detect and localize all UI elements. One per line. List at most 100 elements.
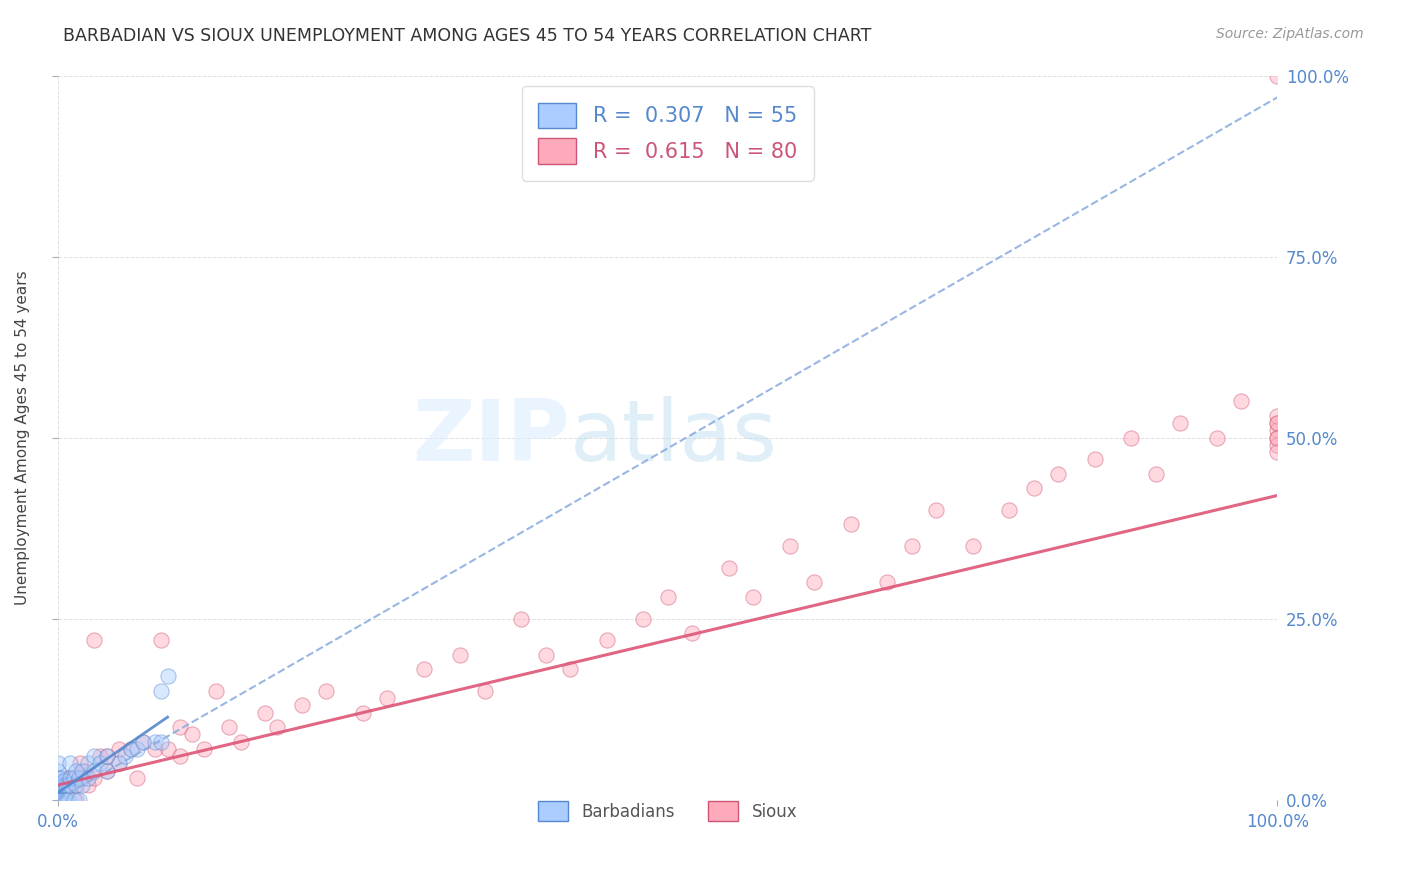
Point <box>181 727 204 741</box>
Point <box>46 756 69 771</box>
Point <box>681 626 703 640</box>
Point <box>779 539 801 553</box>
Point <box>46 792 69 806</box>
Point <box>900 539 922 553</box>
Point <box>65 764 87 778</box>
Point <box>77 771 100 785</box>
Point <box>1267 416 1289 430</box>
Point <box>998 503 1021 517</box>
Point <box>46 792 69 806</box>
Point <box>62 771 84 785</box>
Point <box>1267 430 1289 444</box>
Point <box>73 764 96 778</box>
Point <box>59 771 82 785</box>
Y-axis label: Unemployment Among Ages 45 to 54 years: Unemployment Among Ages 45 to 54 years <box>15 270 30 605</box>
Point <box>315 684 337 698</box>
Point <box>412 662 434 676</box>
Point <box>125 771 148 785</box>
Point <box>1267 445 1289 459</box>
Point <box>46 771 69 785</box>
Point <box>96 764 118 778</box>
Point <box>46 778 69 792</box>
Point <box>65 792 87 806</box>
Point <box>125 742 148 756</box>
Point <box>46 792 69 806</box>
Point <box>51 778 73 792</box>
Point <box>1205 430 1227 444</box>
Point <box>156 669 179 683</box>
Point <box>1267 416 1289 430</box>
Text: Source: ZipAtlas.com: Source: ZipAtlas.com <box>1216 27 1364 41</box>
Point <box>1022 481 1045 495</box>
Point <box>229 734 252 748</box>
Point <box>254 706 277 720</box>
Point <box>717 561 740 575</box>
Point <box>51 771 73 785</box>
Point <box>534 648 557 662</box>
Point <box>56 771 79 785</box>
Point <box>156 742 179 756</box>
Point <box>510 611 533 625</box>
Point <box>107 756 129 771</box>
Point <box>46 792 69 806</box>
Text: ZIP: ZIP <box>412 396 569 479</box>
Point <box>291 698 314 713</box>
Point <box>205 684 228 698</box>
Point <box>89 749 111 764</box>
Point <box>352 706 374 720</box>
Point <box>803 575 825 590</box>
Point <box>46 774 69 789</box>
Point <box>51 792 73 806</box>
Point <box>46 792 69 806</box>
Point <box>1046 467 1069 481</box>
Point <box>69 756 91 771</box>
Text: atlas: atlas <box>569 396 778 479</box>
Point <box>52 792 75 806</box>
Point <box>46 792 69 806</box>
Point <box>67 771 90 785</box>
Point <box>65 778 87 792</box>
Point <box>132 734 155 748</box>
Point <box>65 778 87 792</box>
Point <box>150 734 173 748</box>
Point <box>46 792 69 806</box>
Point <box>107 756 129 771</box>
Point <box>46 764 69 778</box>
Point <box>56 792 79 806</box>
Point <box>55 778 77 792</box>
Point <box>1119 430 1142 444</box>
Point <box>266 720 288 734</box>
Point <box>1144 467 1167 481</box>
Point <box>59 756 82 771</box>
Point <box>67 792 90 806</box>
Point <box>1267 423 1289 437</box>
Point <box>52 778 75 792</box>
Point <box>83 771 105 785</box>
Point <box>46 771 69 785</box>
Point <box>59 778 82 792</box>
Point <box>375 691 398 706</box>
Point <box>925 503 948 517</box>
Point <box>46 771 69 785</box>
Point <box>169 720 191 734</box>
Point <box>1267 69 1289 83</box>
Point <box>70 771 93 785</box>
Point <box>114 749 136 764</box>
Point <box>46 792 69 806</box>
Point <box>150 684 173 698</box>
Point <box>1083 452 1105 467</box>
Point <box>70 764 93 778</box>
Point <box>1267 409 1289 423</box>
Point <box>55 792 77 806</box>
Point <box>150 633 173 648</box>
Point <box>1230 394 1253 409</box>
Point <box>449 648 471 662</box>
Point <box>120 742 142 756</box>
Point <box>96 749 118 764</box>
Point <box>62 792 84 806</box>
Point <box>1267 430 1289 444</box>
Point <box>52 778 75 792</box>
Text: BARBADIAN VS SIOUX UNEMPLOYMENT AMONG AGES 45 TO 54 YEARS CORRELATION CHART: BARBADIAN VS SIOUX UNEMPLOYMENT AMONG AG… <box>63 27 872 45</box>
Point <box>83 749 105 764</box>
Legend: Barbadians, Sioux: Barbadians, Sioux <box>524 788 810 835</box>
